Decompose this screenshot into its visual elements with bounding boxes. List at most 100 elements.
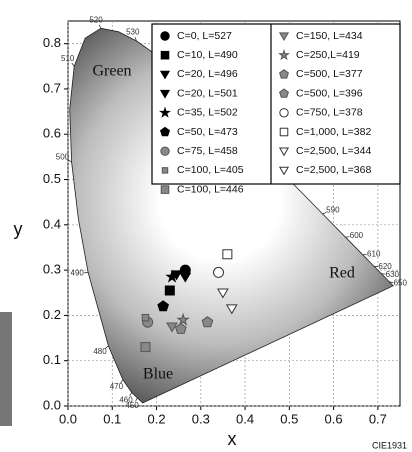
- data-point: [217, 288, 229, 299]
- legend-marker: [159, 106, 171, 118]
- data-point: [176, 312, 190, 326]
- source-label: CIE1931: [372, 440, 407, 450]
- y-tick-label: 0.5: [43, 171, 61, 186]
- legend-marker: [279, 69, 289, 79]
- x-tick-label: 0.7: [369, 411, 387, 426]
- y-tick-label: 0.1: [43, 352, 61, 367]
- wavelength-tick: [135, 397, 138, 402]
- legend-label: C=10, L=490: [177, 49, 238, 61]
- legend-label: C=1,000, L=382: [296, 126, 371, 138]
- wavelength-label: 520: [89, 15, 103, 24]
- y-tick-label: 0.4: [43, 216, 61, 231]
- wavelength-label: 630: [386, 270, 400, 279]
- y-tick-label: 0.7: [43, 80, 61, 95]
- spectral-locus: [69, 27, 394, 404]
- legend-label: C=250,L=419: [296, 49, 360, 61]
- legend-marker: [159, 70, 171, 80]
- legend-label: C=75, L=458: [177, 145, 238, 157]
- legend-marker: [279, 108, 289, 118]
- wavelength-label: 510: [61, 54, 75, 63]
- wavelength-tick: [120, 379, 124, 384]
- data-point: [222, 249, 233, 260]
- data-point: [141, 313, 150, 322]
- wavelength-tick: [389, 281, 394, 283]
- wavelength-tick: [71, 62, 75, 67]
- x-tick-label: 0.0: [59, 411, 77, 426]
- data-point: [213, 266, 225, 278]
- y-axis-label: y: [14, 219, 23, 239]
- wavelength-tick: [98, 24, 102, 29]
- legend-marker: [279, 88, 289, 98]
- y-tick-label: 0.0: [43, 397, 61, 412]
- wavelength-label: 600: [350, 231, 364, 240]
- wavelength-label: 450: [125, 401, 139, 410]
- wavelength-label: 490: [71, 269, 85, 278]
- legend-marker: [160, 50, 170, 60]
- legend-marker: [279, 127, 289, 137]
- wavelength-label: 590: [326, 206, 340, 215]
- legend-label: C=20, L=496: [177, 68, 238, 80]
- wavelength-label: 470: [110, 382, 124, 391]
- region-label: Blue: [143, 366, 173, 383]
- data-point: [164, 285, 175, 296]
- wavelength-label: 620: [378, 262, 392, 271]
- y-tick-label: 0.6: [43, 126, 61, 141]
- wavelength-label: 650: [394, 278, 408, 287]
- legend-label: C=0, L=527: [177, 30, 232, 42]
- wavelength-tick: [322, 212, 327, 215]
- legend-marker: [278, 48, 290, 61]
- wavelength-label: 460: [119, 395, 133, 404]
- legend-label: C=2,500, L=368: [296, 164, 371, 176]
- data-point: [179, 272, 192, 283]
- data-point: [201, 316, 214, 328]
- legend-marker: [278, 32, 290, 41]
- wavelength-tick: [68, 159, 72, 163]
- wavelength-label: 500: [56, 152, 70, 161]
- data-point: [157, 300, 169, 312]
- x-tick-label: 0.6: [325, 411, 343, 426]
- legend-marker: [161, 167, 169, 174]
- legend-marker: [160, 31, 170, 41]
- legend-label: C=500, L=377: [296, 68, 363, 80]
- legend-label: C=500, L=396: [296, 87, 363, 99]
- y-tick-label: 0.3: [43, 262, 61, 277]
- data-point: [225, 304, 238, 315]
- x-tick-label: 0.3: [192, 411, 210, 426]
- legend-label: C=35, L=502: [177, 107, 238, 119]
- wavelength-label: 530: [126, 28, 140, 37]
- legend-marker: [160, 146, 170, 156]
- wavelength-tick: [134, 37, 137, 42]
- region-label: Green: [92, 63, 131, 80]
- x-tick-label: 0.5: [280, 411, 298, 426]
- wavelength-tick: [129, 392, 133, 397]
- legend-marker: [278, 147, 290, 157]
- wavelength-label: 610: [367, 250, 381, 259]
- y-tick-label: 0.2: [43, 307, 61, 322]
- x-tick-label: 0.1: [103, 411, 121, 426]
- legend-marker: [160, 126, 170, 137]
- legend-label: C=100, L=405: [177, 164, 244, 176]
- data-point: [175, 322, 187, 334]
- y-tick-label: 0.8: [43, 35, 61, 50]
- legend-label: C=100, L=446: [177, 183, 244, 195]
- region-label: Red: [329, 265, 355, 282]
- legend-label: C=750, L=378: [296, 107, 363, 119]
- legend-box: [151, 23, 401, 185]
- legend-marker: [160, 185, 170, 194]
- legend-label: C=50, L=473: [177, 126, 238, 138]
- legend-marker: [278, 166, 290, 176]
- data-point: [165, 269, 179, 283]
- data-point: [140, 342, 151, 353]
- x-axis-label: x: [228, 429, 237, 449]
- wavelength-tick: [345, 236, 350, 238]
- wavelength-label: 480: [93, 347, 107, 356]
- legend-label: C=20, L=501: [177, 87, 238, 99]
- legend-label: C=2,500, L=344: [296, 145, 371, 157]
- wavelength-tick: [105, 345, 109, 349]
- x-tick-label: 0.4: [236, 411, 254, 426]
- x-tick-label: 0.2: [147, 411, 165, 426]
- legend-label: C=150, L=434: [296, 30, 363, 42]
- cropped-photo: [0, 312, 12, 426]
- legend-marker: [159, 89, 171, 99]
